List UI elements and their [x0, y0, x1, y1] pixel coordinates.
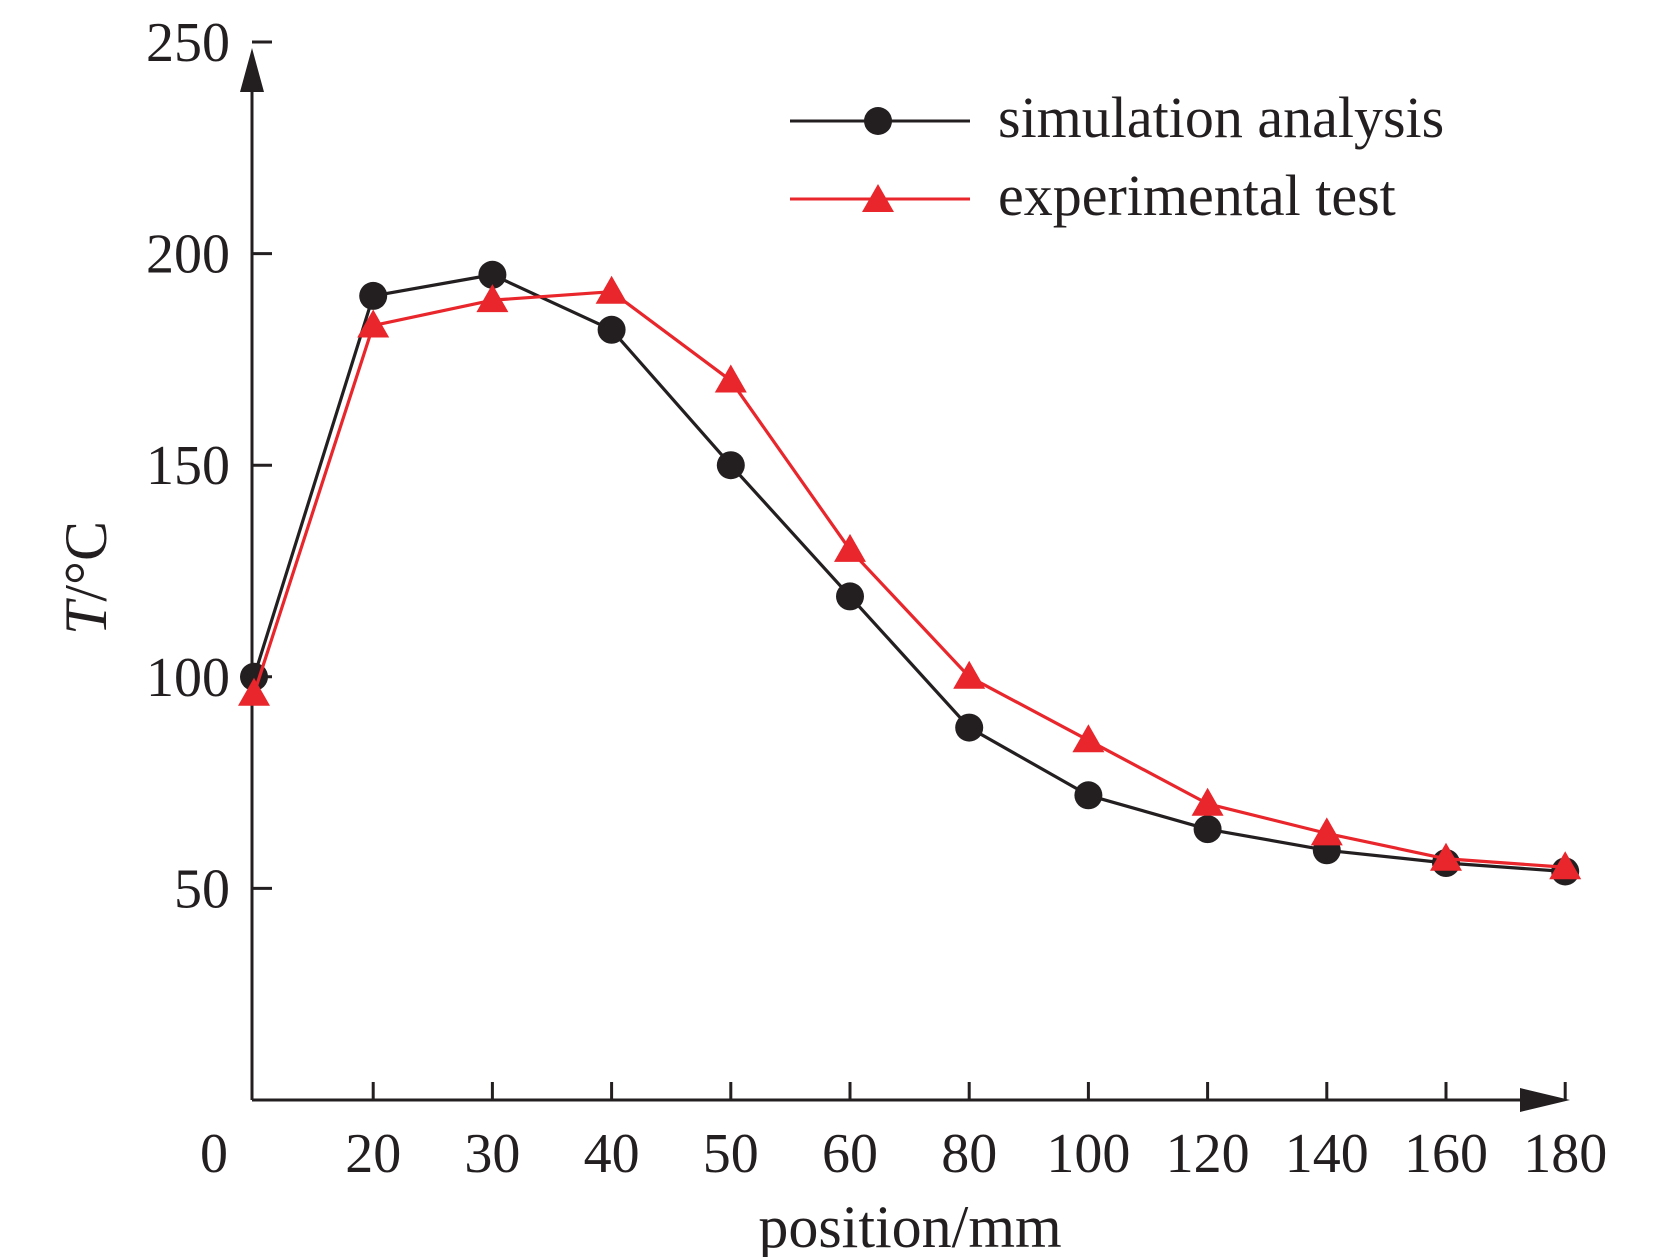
x-tick-label: 140 [1285, 1123, 1369, 1185]
y-tick-label: 250 [146, 12, 230, 74]
y-axis-title: T/°C [53, 521, 119, 635]
x-tick-label: 120 [1166, 1123, 1250, 1185]
data-point [1310, 817, 1343, 846]
x-axis-title: position/mm [758, 1194, 1061, 1257]
data-point [1072, 724, 1105, 753]
y-tick-label: 150 [146, 435, 230, 497]
data-point [953, 660, 986, 689]
x-tick-label: 160 [1404, 1123, 1488, 1185]
data-point [836, 582, 864, 611]
data-point [238, 677, 270, 706]
legend-marker-simulation [864, 107, 892, 135]
legend-marker-experimental [862, 184, 894, 212]
legend: simulation analysis experimental test [790, 85, 1444, 228]
x-tick-label: 80 [941, 1123, 997, 1185]
series-line [252, 290, 1566, 869]
x-axis-arrow [1520, 1088, 1570, 1112]
data-point [1549, 851, 1582, 880]
y-tick-label: 50 [174, 858, 230, 920]
data-point [834, 533, 866, 562]
legend-label-experimental: experimental test [998, 163, 1396, 228]
data-point [714, 364, 747, 393]
data-point [597, 315, 626, 344]
x-tick-label: 180 [1523, 1123, 1607, 1185]
data-point [595, 275, 628, 304]
y-axis-arrow [240, 48, 264, 92]
x-tick-label: 50 [703, 1123, 759, 1185]
data-point [357, 309, 390, 338]
series-experimental [238, 275, 1582, 880]
x-tick-label: 30 [464, 1123, 520, 1185]
legend-label-simulation: simulation analysis [998, 85, 1444, 150]
series-layer [238, 260, 1582, 886]
data-point [1430, 842, 1462, 871]
data-point [1191, 787, 1224, 816]
series-line [252, 273, 1566, 874]
axes [240, 48, 1570, 1112]
y-axis-title-rest: /°C [53, 521, 119, 602]
x-tick-label: 100 [1046, 1123, 1130, 1185]
data-point [1193, 815, 1222, 844]
data-point [478, 260, 507, 289]
y-ticks: 50 100 150 200 250 [146, 12, 272, 920]
data-point [359, 281, 388, 310]
data-point [476, 284, 509, 313]
x-tick-label: 20 [345, 1123, 401, 1185]
x-tick-label: 0 [200, 1123, 228, 1185]
x-ticks: 0 20 30 40 50 60 80 100 120 140 160 180 [200, 1082, 1607, 1185]
y-tick-label: 100 [146, 647, 230, 709]
x-tick-label: 60 [822, 1123, 878, 1185]
y-axis-title-italic: T [53, 598, 119, 635]
data-point [1074, 781, 1103, 810]
series-simulation [240, 260, 1580, 886]
data-point [716, 451, 745, 480]
data-point [955, 713, 984, 742]
x-tick-label: 40 [584, 1123, 640, 1185]
y-tick-label: 200 [146, 224, 230, 286]
